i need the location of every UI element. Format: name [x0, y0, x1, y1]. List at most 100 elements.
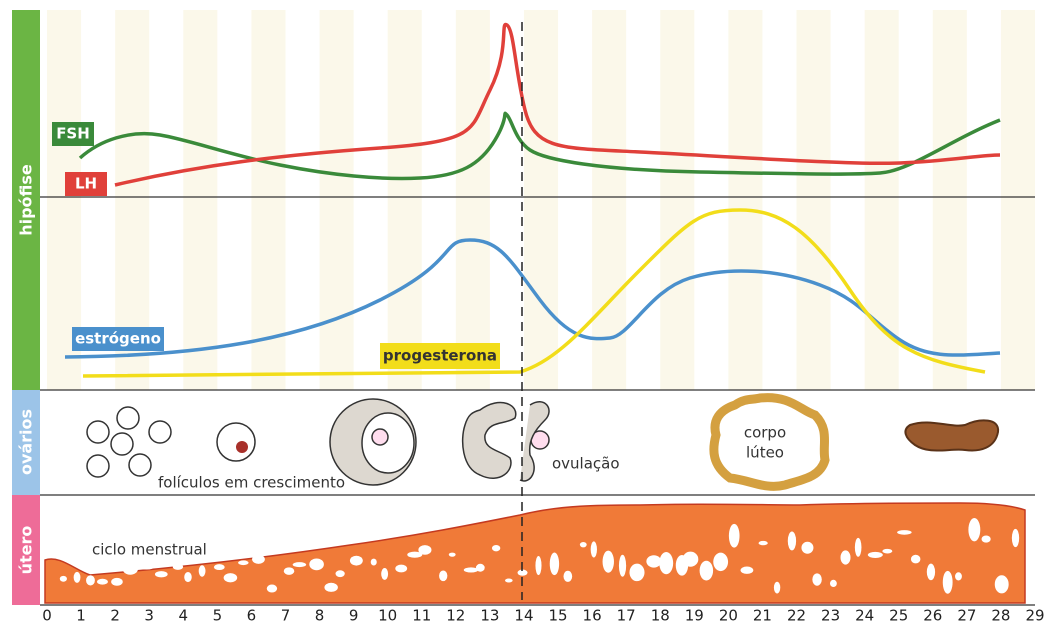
- corpus-albicans: [904, 419, 1000, 452]
- side-bar-uterus: [12, 495, 40, 605]
- lh-label: LH: [75, 175, 97, 193]
- follicles-label: folículos em crescimento: [158, 474, 345, 492]
- gland: [535, 555, 542, 576]
- day-label: 6: [247, 607, 257, 625]
- gland: [324, 582, 338, 592]
- gland: [111, 577, 123, 586]
- day-label: 28: [991, 607, 1010, 625]
- day-label: 25: [889, 607, 908, 625]
- stripe: [387, 10, 422, 390]
- day-label: 18: [651, 607, 670, 625]
- gland: [773, 581, 781, 594]
- stripe: [1000, 10, 1035, 390]
- fsh-curve: [78, 111, 1001, 181]
- gland: [418, 545, 432, 555]
- day-label: 14: [514, 607, 533, 625]
- day-label: 3: [144, 607, 154, 625]
- day-label: 10: [378, 607, 397, 625]
- gland: [335, 570, 345, 578]
- gland: [787, 531, 797, 551]
- gland: [407, 551, 423, 558]
- stripe: [47, 10, 82, 390]
- gland: [154, 571, 168, 578]
- day-label: 11: [412, 607, 431, 625]
- gland: [138, 564, 155, 570]
- stripe: [183, 10, 218, 390]
- lh-tag: [65, 172, 107, 196]
- gland: [994, 575, 1009, 594]
- gland: [349, 555, 363, 566]
- gland: [840, 550, 851, 565]
- gland: [713, 552, 729, 572]
- uterus-label: ciclo menstrual: [92, 541, 207, 559]
- corpus-luteum: [709, 393, 830, 491]
- gland: [309, 558, 324, 571]
- gland: [882, 548, 893, 554]
- gland: [549, 552, 560, 576]
- progesterone-tag: [380, 343, 500, 369]
- day-label: 22: [787, 607, 806, 625]
- corpus-luteum-label: lúteo: [746, 444, 784, 462]
- lh-curve: [114, 22, 1001, 187]
- gland: [758, 540, 768, 546]
- gland: [475, 563, 485, 572]
- gland: [184, 571, 192, 583]
- gland: [829, 579, 837, 588]
- gland: [292, 562, 307, 568]
- gland: [563, 570, 573, 582]
- gland: [370, 558, 377, 566]
- gland: [439, 570, 448, 582]
- gland: [897, 530, 912, 535]
- day-label: 15: [548, 607, 567, 625]
- gland: [266, 584, 278, 593]
- ovulating-follicle: [461, 400, 550, 482]
- corpus-luteum-label: corpo: [744, 424, 786, 442]
- gland: [854, 537, 862, 557]
- gland: [629, 563, 645, 582]
- gland: [618, 554, 627, 577]
- day-label: 5: [213, 607, 223, 625]
- day-label: 0: [42, 607, 52, 625]
- gland: [283, 567, 295, 575]
- stripe: [251, 10, 286, 390]
- day-label: 9: [349, 607, 359, 625]
- gland: [682, 551, 699, 567]
- side-label: ovários: [17, 409, 36, 475]
- stripe: [455, 10, 490, 390]
- progesterone-curve: [82, 208, 986, 378]
- day-label: 17: [617, 607, 636, 625]
- day-label: 7: [281, 607, 291, 625]
- stripe: [796, 10, 831, 390]
- gland: [517, 569, 528, 576]
- gland: [659, 551, 674, 575]
- day-label: 13: [480, 607, 499, 625]
- day-label: 4: [179, 607, 189, 625]
- gland: [942, 570, 953, 594]
- gland: [740, 566, 754, 574]
- day-label: 23: [821, 607, 840, 625]
- gland: [926, 563, 936, 581]
- gland: [395, 564, 408, 573]
- separators: [40, 196, 1035, 606]
- side-label: útero: [17, 526, 36, 575]
- gland: [59, 575, 67, 582]
- gland: [213, 564, 225, 571]
- gland: [448, 552, 456, 557]
- gland: [198, 565, 206, 577]
- fsh-label: FSH: [56, 125, 90, 143]
- gland: [223, 573, 238, 583]
- gland: [602, 550, 614, 573]
- side-bar-ovaries: [12, 390, 40, 495]
- gland: [728, 523, 740, 548]
- gland: [96, 578, 108, 585]
- ovulation-label: ovulação: [552, 455, 620, 473]
- gland: [86, 575, 95, 586]
- side-label: hipófise: [17, 164, 36, 236]
- endometrial-glands: [59, 518, 1020, 594]
- day-label: 20: [719, 607, 738, 625]
- stripe: [523, 10, 559, 390]
- endometrium: [44, 502, 1026, 604]
- gland: [504, 578, 513, 583]
- gland: [646, 555, 662, 568]
